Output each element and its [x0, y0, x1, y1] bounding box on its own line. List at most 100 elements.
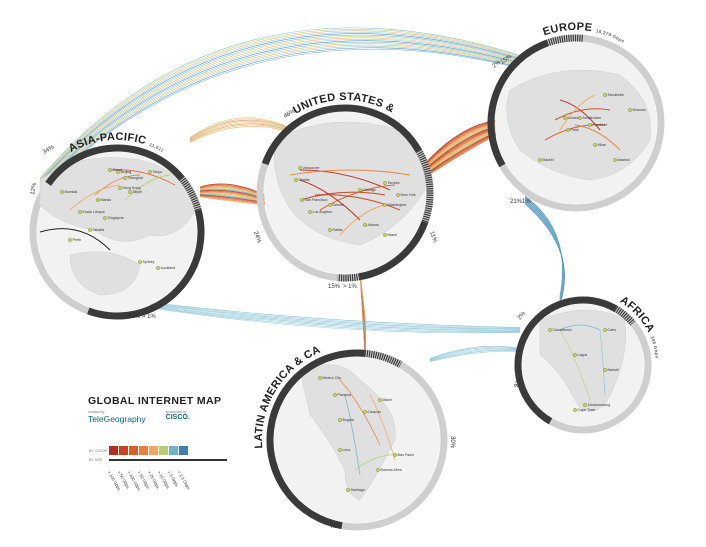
link-line — [149, 303, 521, 330]
link-line — [599, 329, 606, 396]
credit-cisco: sponsored by CISCO. — [166, 410, 190, 424]
city-dot — [328, 228, 332, 232]
city-label: Lima — [343, 448, 351, 452]
city-label: Atlanta — [368, 223, 379, 227]
region-latam — [266, 349, 448, 531]
city-label: Stockholm — [608, 93, 625, 97]
city-dot — [378, 398, 382, 402]
link-line — [39, 33, 521, 183]
city-label: Istanbul — [618, 158, 631, 162]
link-line — [524, 198, 564, 299]
city-label: Casablanca — [553, 328, 572, 332]
city-dot — [116, 170, 120, 174]
link-line — [344, 394, 361, 476]
city-dot — [358, 188, 362, 192]
link-line — [39, 47, 521, 191]
city-dot — [108, 168, 112, 172]
link-line — [39, 27, 521, 179]
city-dot — [78, 210, 82, 214]
link-line — [574, 124, 621, 151]
city-label: Mumbai — [65, 190, 78, 194]
legend-swatch — [159, 446, 168, 455]
legend-color-key: BY COLOR — [89, 448, 108, 453]
legend-swatch — [169, 446, 178, 455]
city-label: Nairobi — [608, 368, 620, 372]
legend-size-key: BY SIZE — [89, 458, 103, 462]
legend-size-bar — [109, 459, 227, 461]
share-pct: 11% — [428, 231, 438, 245]
city-dot — [573, 353, 577, 357]
legend-bin-label: < 2.5 Gbps — [176, 470, 192, 491]
city-dot — [578, 116, 582, 120]
share-arc-ticks — [545, 34, 584, 47]
city-dot — [60, 190, 64, 194]
link-line — [339, 204, 386, 236]
city-label: Tokyo — [153, 170, 162, 174]
landmass — [273, 121, 426, 246]
city-label: Sydney — [143, 260, 155, 264]
city-dot — [603, 93, 607, 97]
link-line — [39, 34, 521, 184]
city-label: Miami — [388, 233, 398, 237]
link-line — [319, 184, 396, 211]
share-pct: 1% — [522, 199, 531, 205]
link-line — [559, 324, 601, 331]
link-line — [39, 40, 521, 187]
city-label: Chicago — [363, 188, 376, 192]
share-arc — [359, 220, 429, 281]
link-line — [39, 30, 521, 181]
city-dot — [346, 488, 350, 492]
city-dot — [548, 328, 552, 332]
legend-swatch — [179, 446, 188, 455]
link-line — [429, 347, 521, 360]
share-pct: > 1% — [142, 314, 157, 320]
city-label: Madrid — [543, 158, 554, 162]
city-label: Frankfurt — [593, 123, 607, 127]
city-dot — [383, 233, 387, 237]
share-pct: 70% — [330, 524, 343, 530]
link-line — [189, 124, 291, 143]
share-pct: > 1% — [343, 284, 358, 290]
share-arc-ticks — [337, 273, 361, 282]
city-dot — [308, 210, 312, 214]
link-line — [429, 350, 521, 362]
city-label: Vancouver — [303, 166, 321, 170]
link-line — [124, 174, 171, 201]
city-label: Dallas — [333, 228, 343, 232]
link-line — [524, 197, 564, 298]
city-dot — [96, 198, 100, 202]
city-label: Santiago — [351, 488, 365, 492]
region-us — [256, 104, 434, 282]
city-dot — [294, 178, 298, 182]
link-line — [39, 38, 521, 186]
link-line — [149, 306, 521, 333]
city-label: Los Angeles — [313, 210, 333, 214]
region-label: ASIA-PACIFIC11,611 Gbps — [0, 0, 165, 155]
credit-label: created by — [88, 410, 105, 414]
city-label: Milan — [598, 143, 607, 147]
city-label: Johannesburg — [588, 403, 611, 407]
city-dot — [383, 203, 387, 207]
city-dot — [383, 181, 387, 185]
intra-links-asia — [69, 169, 176, 211]
share-arc — [266, 349, 365, 530]
share-pct: 2% — [491, 59, 502, 70]
city-dot — [376, 468, 380, 472]
city-dot — [603, 368, 607, 372]
share-pct: 46% — [283, 108, 297, 120]
share-arc-ticks — [415, 148, 434, 224]
city-dot — [103, 216, 107, 220]
link-line — [69, 184, 121, 211]
map-title: GLOBAL INTERNET MAP — [88, 395, 222, 407]
city-dot — [573, 408, 577, 412]
map-title-block: GLOBAL INTERNET MAP created by TeleGeogr… — [88, 395, 248, 424]
link-line — [149, 304, 521, 330]
link-line — [524, 196, 563, 297]
city-label: Miami — [383, 398, 393, 402]
city-dot — [88, 228, 92, 232]
legend-swatch — [149, 446, 158, 455]
telegeography-logo: TeleGeography — [88, 414, 146, 424]
link-line — [369, 394, 396, 461]
